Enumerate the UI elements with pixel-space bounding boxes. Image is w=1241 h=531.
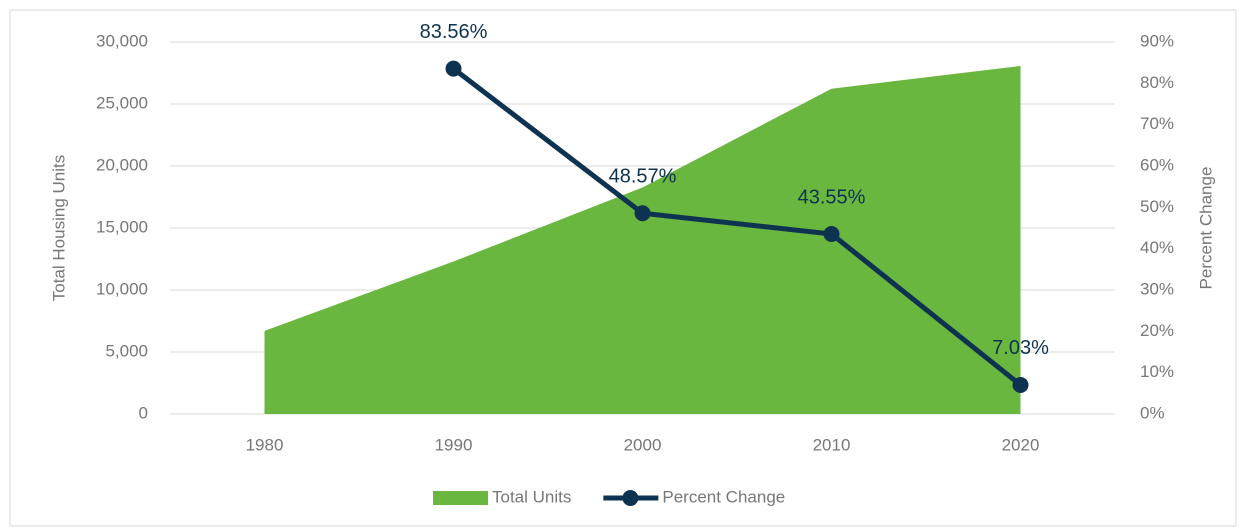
marker bbox=[634, 205, 651, 222]
y-axis-title: Total Housing Units bbox=[49, 155, 68, 301]
y-tick-label: 20,000 bbox=[96, 155, 148, 174]
legend-label: Percent Change bbox=[662, 487, 785, 506]
legend-swatch bbox=[622, 490, 639, 506]
y2-tick-label: 40% bbox=[1140, 238, 1174, 257]
x-tick-label: 2010 bbox=[813, 435, 851, 454]
x-tick-label: 1990 bbox=[435, 435, 473, 454]
y2-tick-label: 10% bbox=[1140, 362, 1174, 381]
y2-tick-label: 90% bbox=[1140, 31, 1174, 50]
y-tick-label: 15,000 bbox=[96, 217, 148, 236]
marker bbox=[445, 60, 462, 77]
y-tick-label: 30,000 bbox=[96, 31, 148, 50]
y2-tick-label: 70% bbox=[1140, 114, 1174, 133]
marker bbox=[1012, 376, 1029, 393]
x-tick-label: 2020 bbox=[1002, 435, 1040, 454]
data-label: 43.55% bbox=[798, 186, 866, 208]
marker bbox=[823, 225, 840, 242]
y2-tick-label: 80% bbox=[1140, 73, 1174, 92]
y-tick-label: 10,000 bbox=[96, 279, 148, 298]
y-tick-label: 25,000 bbox=[96, 93, 148, 112]
y-tick-label: 0 bbox=[139, 403, 148, 422]
y2-tick-label: 20% bbox=[1140, 321, 1174, 340]
y-tick-label: 5,000 bbox=[105, 341, 148, 360]
line bbox=[451, 66, 1023, 387]
x-tick-label: 2000 bbox=[624, 435, 662, 454]
y2-tick-label: 50% bbox=[1140, 197, 1174, 216]
y2-axis-title: Percent Change bbox=[1196, 167, 1215, 290]
x-tick-label: 1980 bbox=[246, 435, 284, 454]
data-label: 83.56% bbox=[420, 21, 488, 43]
legend-label: Total Units bbox=[492, 487, 571, 506]
area bbox=[264, 65, 1021, 414]
y2-tick-label: 60% bbox=[1140, 155, 1174, 174]
y2-tick-label: 0% bbox=[1140, 403, 1165, 422]
data-label: 48.57% bbox=[609, 166, 677, 188]
legend-swatch bbox=[433, 491, 488, 505]
y2-tick-label: 30% bbox=[1140, 279, 1174, 298]
data-label: 7.03% bbox=[992, 337, 1049, 359]
